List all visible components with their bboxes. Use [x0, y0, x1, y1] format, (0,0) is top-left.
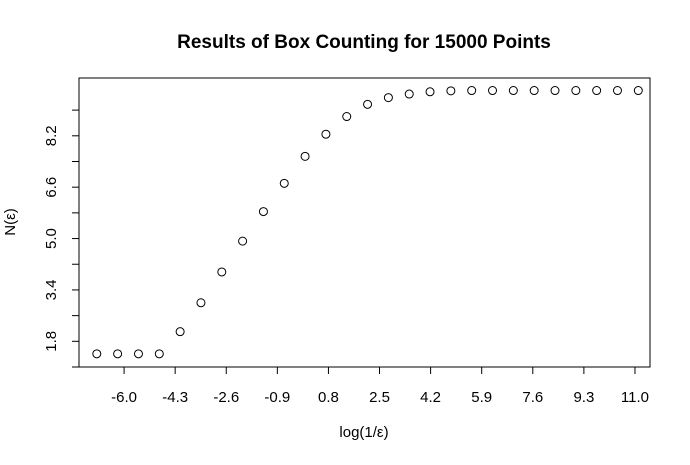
data-point [342, 112, 352, 122]
x-tick-label: 4.2 [420, 389, 441, 406]
data-point [592, 86, 602, 96]
plot-frame [78, 77, 651, 368]
data-point [113, 349, 123, 359]
y-tick-label: 6.6 [43, 177, 60, 198]
data-point [238, 236, 248, 246]
x-tick-label: -6.0 [111, 389, 137, 406]
data-point [383, 93, 393, 103]
data-point [571, 86, 581, 96]
data-point [612, 86, 622, 96]
data-point [550, 86, 560, 96]
data-point [633, 86, 643, 96]
data-point [300, 151, 310, 161]
data-point [154, 349, 164, 359]
data-point [467, 86, 477, 96]
y-tick-label: 8.2 [43, 125, 60, 146]
data-point [508, 86, 518, 96]
x-tick-label: -2.6 [213, 389, 239, 406]
y-tick-label: 3.4 [43, 280, 60, 301]
y-tick-label: 1.8 [43, 331, 60, 352]
data-point [425, 87, 435, 97]
x-tick-label: 11.0 [621, 389, 649, 406]
x-tick-label: 0.8 [318, 389, 339, 406]
chart-title: Results of Box Counting for 15000 Points [177, 32, 551, 53]
data-points [92, 86, 643, 359]
x-axis-label: log(1/ε) [339, 424, 388, 441]
data-point [175, 327, 185, 337]
y-axis-label: N(ε) [2, 208, 19, 236]
x-tick-label: 7.6 [522, 389, 543, 406]
y-tick-label: 5.0 [43, 228, 60, 249]
x-tick-label: -4.3 [162, 389, 188, 406]
data-point [92, 349, 102, 359]
data-point [217, 267, 227, 277]
data-point [363, 99, 373, 109]
x-tick-label: 9.3 [573, 389, 594, 406]
x-tick-label: 2.5 [369, 389, 390, 406]
y-axis: 1.8 3.4 5.0 6.6 8.2 [43, 109, 79, 368]
data-point [321, 129, 331, 139]
data-point [279, 178, 289, 188]
x-tick-label: 5.9 [471, 389, 492, 406]
data-point [196, 298, 206, 308]
data-point [446, 86, 456, 96]
data-point [488, 86, 498, 96]
data-point [133, 349, 143, 359]
x-tick-label: -0.9 [264, 389, 290, 406]
data-point [529, 86, 539, 96]
data-point [258, 207, 268, 217]
data-point [404, 89, 414, 99]
x-axis: -6.0 -4.3 -2.6 -0.9 0.8 2.5 4.2 5.9 7.6 9.3 11.0 [111, 367, 649, 406]
